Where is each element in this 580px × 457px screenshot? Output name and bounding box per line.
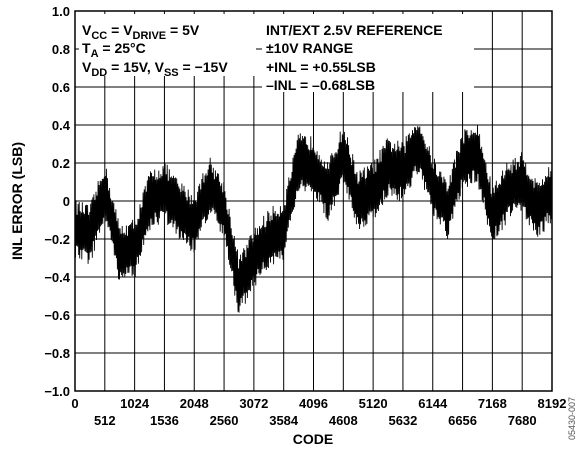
x-tick-label: 1024 (120, 396, 150, 411)
y-tick-label: 0.4 (52, 118, 71, 133)
y-tick-label: −0.8 (44, 346, 70, 361)
x-tick-label: 6656 (448, 413, 477, 428)
x-tick-label: 5632 (388, 413, 417, 428)
annotation-left-bg (79, 14, 256, 76)
x-tick-label: 3072 (239, 396, 268, 411)
x-tick-label: 4608 (329, 413, 358, 428)
x-tick-label: 1536 (150, 413, 179, 428)
x-tick-label: 0 (71, 396, 78, 411)
annotation-vdd-vss: VDD = 15V, VSS = −15V (82, 59, 228, 79)
x-axis-title: CODE (293, 431, 333, 447)
y-tick-labels: 1.0 0.8 0.6 0.4 0.2 0 −0.2 −0.4 −0.6 −0.8 −1.0 (44, 4, 70, 399)
y-tick-label: 0 (63, 194, 70, 209)
x-tick-labels: 0 1024 2048 3072 4096 5120 6144 7168 8192 512 1536… (71, 396, 566, 428)
figure-id: 05430-007 (567, 397, 577, 440)
x-tick-label: 7168 (478, 396, 507, 411)
annotation-range: ±10V RANGE (266, 40, 353, 56)
x-tick-label: 5120 (359, 396, 388, 411)
x-tick-label: 7680 (508, 413, 537, 428)
annotation-reference: INT/EXT 2.5V REFERENCE (266, 22, 443, 38)
x-tick-label: 2048 (180, 396, 209, 411)
y-tick-label: 1.0 (52, 4, 70, 19)
inl-series-line (74, 124, 553, 313)
annotation-inl-positive: +INL = +0.55LSB (266, 59, 376, 75)
y-axis-title: INL ERROR (LSB) (9, 142, 25, 260)
y-tick-label: 0.8 (52, 42, 70, 57)
data-layer (74, 124, 553, 313)
annotation-vcc: VCC = VDRIVE = 5V (82, 22, 200, 42)
x-tick-label: 4096 (299, 396, 328, 411)
x-tick-label: 6144 (418, 396, 448, 411)
y-tick-label: −0.4 (44, 270, 70, 285)
x-tick-label: 8192 (538, 396, 567, 411)
y-tick-label: −0.2 (44, 232, 70, 247)
annotation-inl-negative: –INL = –0.68LSB (266, 77, 375, 93)
y-tick-label: −1.0 (44, 384, 70, 399)
x-tick-label: 2560 (210, 413, 239, 428)
y-tick-label: −0.6 (44, 308, 70, 323)
y-tick-label: 0.6 (52, 80, 70, 95)
x-tick-label: 3584 (269, 413, 299, 428)
annotation-right: INT/EXT 2.5V REFERENCE ±10V RANGE +INL =… (262, 14, 474, 93)
x-tick-label: 512 (94, 413, 116, 428)
annotation-left: VCC = VDRIVE = 5V TA = 25°C VDD = 15V, V… (79, 14, 256, 79)
plot-frame (74, 10, 553, 392)
y-tick-label: 0.2 (52, 156, 70, 171)
annotation-right-bg (262, 14, 474, 92)
annotation-ta: TA = 25°C (82, 40, 146, 60)
